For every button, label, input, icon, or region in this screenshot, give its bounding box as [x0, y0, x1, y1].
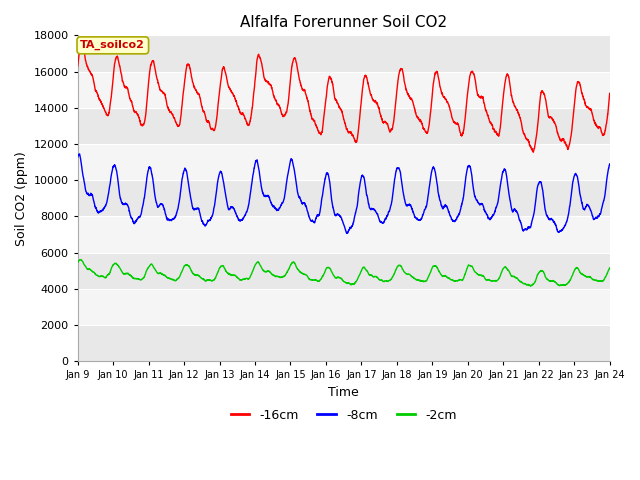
-16cm — [493, 131, 501, 137]
-16cm — [605, 96, 613, 102]
-2cm — [77, 257, 84, 263]
-2cm — [493, 278, 501, 284]
-16cm — [433, 70, 441, 76]
-2cm — [605, 266, 613, 272]
-8cm — [76, 151, 83, 157]
Bar — [77, 180, 610, 216]
Bar — [77, 144, 610, 180]
-16cm — [324, 81, 332, 87]
Bar — [77, 72, 610, 108]
-16cm — [74, 63, 81, 69]
-16cm — [170, 114, 177, 120]
Bar — [77, 108, 610, 144]
Bar — [77, 325, 610, 361]
Bar — [77, 36, 610, 72]
Y-axis label: Soil CO2 (ppm): Soil CO2 (ppm) — [15, 151, 28, 246]
-8cm — [606, 161, 614, 167]
Line: -8cm: -8cm — [77, 154, 610, 233]
Legend: -16cm, -8cm, -2cm: -16cm, -8cm, -2cm — [225, 404, 462, 427]
-8cm — [493, 202, 501, 208]
-8cm — [74, 154, 81, 160]
-2cm — [463, 266, 470, 272]
-2cm — [324, 264, 332, 270]
-2cm — [74, 260, 81, 265]
-8cm — [605, 163, 613, 168]
Text: TA_soilco2: TA_soilco2 — [81, 40, 145, 50]
-2cm — [606, 265, 614, 271]
-16cm — [463, 97, 470, 103]
-2cm — [170, 277, 177, 283]
X-axis label: Time: Time — [328, 386, 359, 399]
-16cm — [77, 42, 85, 48]
Bar — [77, 216, 610, 252]
Bar — [77, 252, 610, 289]
Bar — [77, 289, 610, 325]
Title: Alfalfa Forerunner Soil CO2: Alfalfa Forerunner Soil CO2 — [240, 15, 447, 30]
-8cm — [434, 183, 442, 189]
-8cm — [343, 230, 351, 236]
-8cm — [324, 170, 332, 176]
-2cm — [433, 265, 441, 271]
-2cm — [527, 283, 534, 289]
Line: -16cm: -16cm — [77, 45, 610, 152]
-8cm — [170, 216, 177, 222]
Line: -2cm: -2cm — [77, 260, 610, 286]
-16cm — [606, 90, 614, 96]
-8cm — [463, 168, 471, 174]
-16cm — [529, 149, 537, 155]
